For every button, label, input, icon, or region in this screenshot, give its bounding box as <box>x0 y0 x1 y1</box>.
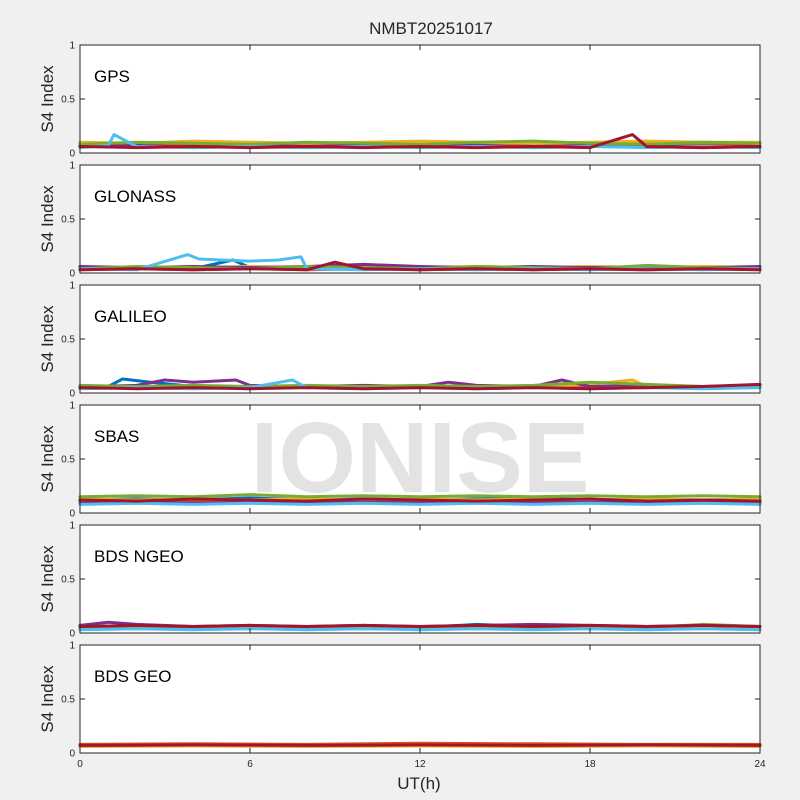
y-tick-label: 0 <box>69 149 75 160</box>
y-axis-label: S4 Index <box>38 305 57 373</box>
panel-gps: 0 0.5 1 S4 Index GPS <box>38 41 762 160</box>
watermark: IONISE <box>251 402 590 514</box>
axes-box <box>79 404 761 514</box>
series-line-7 <box>78 133 762 150</box>
series-line-5 <box>78 493 762 499</box>
y-tick-label: 0 <box>69 389 75 400</box>
series-line-7 <box>78 497 762 503</box>
y-tick-label: 1 <box>69 401 75 412</box>
system-label: GPS <box>94 67 130 86</box>
y-tick-label: 0.5 <box>61 95 75 106</box>
series-line-7 <box>78 260 762 272</box>
y-tick-label: 1 <box>69 161 75 172</box>
panel-galileo: 0 0.5 1 S4 Index GALILEO <box>38 281 762 400</box>
y-tick-label: 0 <box>69 749 75 760</box>
series-line-5 <box>78 380 762 388</box>
y-tick-label: 0 <box>69 269 75 280</box>
series-line-7 <box>78 382 762 391</box>
panel-glonass: 0 0.5 1 S4 Index GLONASS <box>38 161 762 280</box>
axes-box <box>79 44 761 154</box>
panel-sbas: 0 0.5 1 S4 Index SBAS <box>38 401 762 520</box>
panel-bds-geo: 0 0.5 1 0 6 12 18 24 S4 Index BDS GEO <box>38 641 766 771</box>
y-tick-label: 1 <box>69 641 75 652</box>
y-tick-label: 0.5 <box>61 695 75 706</box>
x-tick-label: 24 <box>754 759 766 770</box>
y-axis-label: S4 Index <box>38 665 57 733</box>
x-tick-label: 6 <box>247 759 253 770</box>
axes-box <box>79 524 761 634</box>
y-tick-label: 0.5 <box>61 575 75 586</box>
x-axis-label: UT(h) <box>397 774 440 793</box>
series-line-7 <box>78 623 762 628</box>
x-tick-label: 12 <box>414 759 426 770</box>
series-line-3 <box>78 139 762 145</box>
y-tick-label: 1 <box>69 521 75 532</box>
system-label: GALILEO <box>94 307 167 326</box>
system-label: SBAS <box>94 427 139 446</box>
y-tick-label: 1 <box>69 281 75 292</box>
y-tick-label: 0.5 <box>61 455 75 466</box>
y-tick-label: 0.5 <box>61 215 75 226</box>
figure-title: NMBT20251017 <box>369 19 493 38</box>
system-label: BDS GEO <box>94 667 171 686</box>
y-axis-label: S4 Index <box>38 185 57 253</box>
y-axis-label: S4 Index <box>38 425 57 493</box>
panel-bds-ngeo: 0 0.5 1 S4 Index BDS NGEO <box>38 521 762 640</box>
y-tick-label: 0 <box>69 509 75 520</box>
axes-box <box>79 644 761 754</box>
series-line-6 <box>78 501 762 506</box>
y-tick-label: 0 <box>69 629 75 640</box>
y-tick-label: 1 <box>69 41 75 52</box>
axes-box <box>79 284 761 394</box>
axes-box <box>79 164 761 274</box>
y-axis-label: S4 Index <box>38 65 57 133</box>
y-axis-label: S4 Index <box>38 545 57 613</box>
system-label: GLONASS <box>94 187 176 206</box>
x-tick-label: 0 <box>77 759 83 770</box>
panels: 0 0.5 1 S4 Index GPS 0 0.5 1 S4 Index GLONASS 0 0.5… <box>38 41 766 771</box>
system-label: BDS NGEO <box>94 547 184 566</box>
y-tick-label: 0.5 <box>61 335 75 346</box>
series-line-3 <box>78 743 762 747</box>
series-line-5 <box>78 139 762 146</box>
x-tick-label: 18 <box>584 759 596 770</box>
